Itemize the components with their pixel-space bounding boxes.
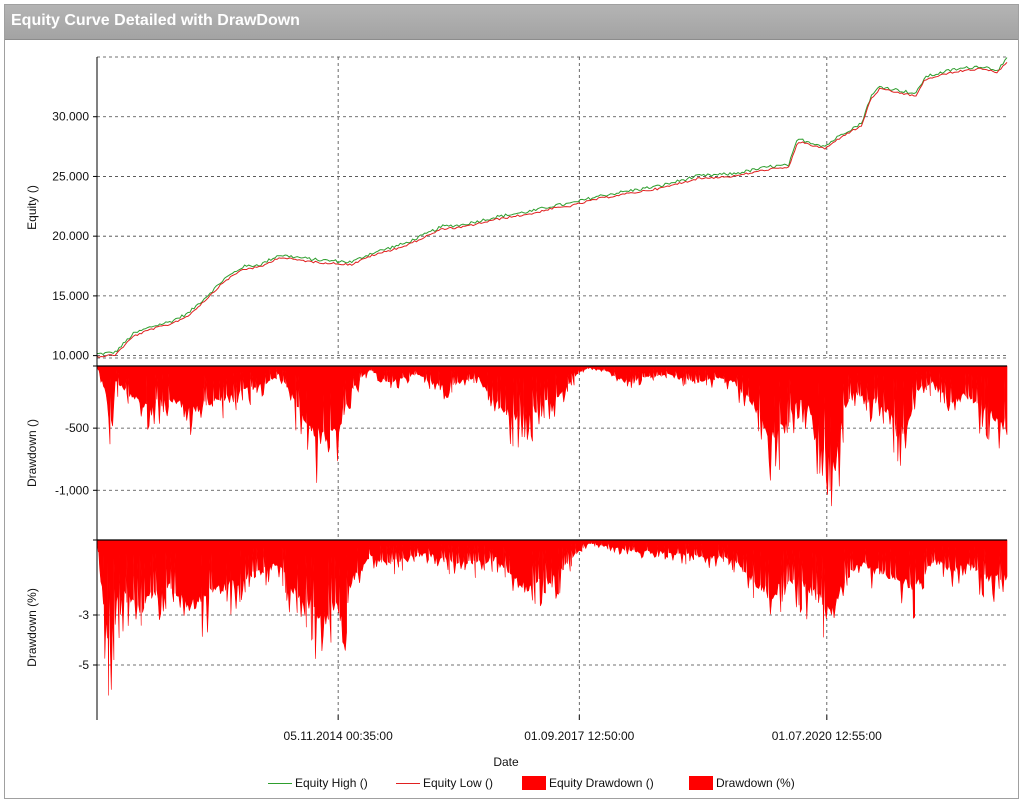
panel-2: -500 -1,000 Drawdown () <box>25 365 1008 540</box>
y-axis-title: Equity () <box>25 185 39 230</box>
legend-label: Equity Low () <box>423 776 494 790</box>
y-tick-label: -3 <box>78 608 89 622</box>
y-tick-label: -500 <box>65 421 89 435</box>
chart-legend: Equity High () Equity Low () Equity Drawdo… <box>0 771 1024 795</box>
y-tick-label: -1,000 <box>55 483 89 497</box>
y-axis-title: Drawdown (%) <box>25 588 39 667</box>
legend-line-swatch <box>268 783 292 784</box>
legend-line-swatch <box>396 783 420 784</box>
y-tick-label: 20.000 <box>52 229 89 243</box>
equity-high-line <box>96 57 1008 356</box>
title-bar: Equity Curve Detailed with DrawDown <box>5 5 1018 40</box>
x-axis-title: Date <box>493 755 519 769</box>
legend-label: Equity Drawdown () <box>549 776 654 790</box>
y-tick-label: 15.000 <box>52 289 89 303</box>
panel-1: 10.000 15.000 20.000 25.000 30.000 Equity () <box>25 56 1008 363</box>
window-title: Equity Curve Detailed with DrawDown <box>11 12 300 29</box>
drawdown-percent-area <box>96 539 1008 696</box>
legend-label: Equity High () <box>295 776 368 790</box>
legend-box-swatch <box>689 776 713 790</box>
y-tick-label: 30.000 <box>52 110 89 124</box>
x-tick-label: 01.09.2017 12:50:00 <box>524 729 634 743</box>
y-axis-title: Drawdown () <box>25 419 39 487</box>
equity-drawdown-area <box>96 365 1008 507</box>
y-tick-label: -5 <box>78 658 89 672</box>
x-tick-label: 01.07.2020 12:55:00 <box>772 729 882 743</box>
x-tick-label: 05.11.2014 00:35:00 <box>284 729 394 743</box>
y-tick-label: 10.000 <box>52 349 89 363</box>
panel-3: -3 -5 Drawdown (%) <box>25 539 1008 715</box>
legend-box-swatch <box>522 776 546 790</box>
legend-label: Drawdown (%) <box>716 776 795 790</box>
equity-low-line <box>96 62 1008 358</box>
y-tick-label: 25.000 <box>52 169 89 183</box>
